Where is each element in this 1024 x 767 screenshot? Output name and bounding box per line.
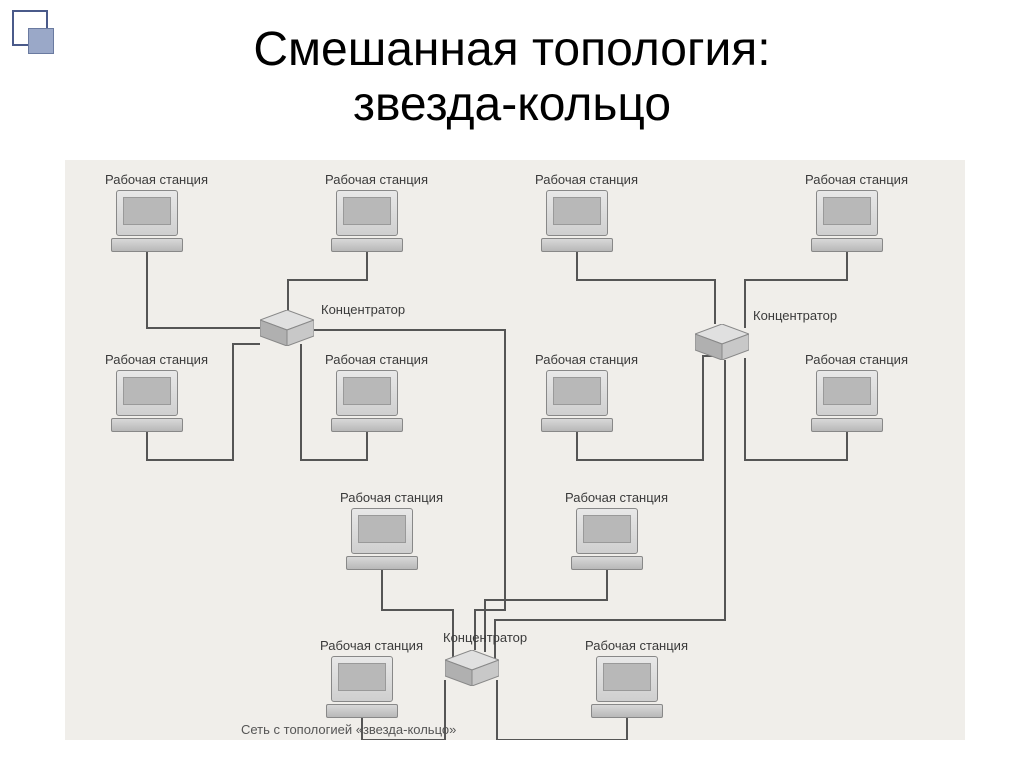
computer-icon [326, 656, 398, 718]
workstation: Рабочая станция [105, 352, 189, 432]
computer-icon [331, 370, 403, 432]
workstation: Рабочая станция [320, 638, 404, 718]
connection-line [288, 250, 367, 310]
computer-icon [811, 190, 883, 252]
hub-icon [695, 324, 749, 360]
computer-icon [541, 370, 613, 432]
computer-icon [346, 508, 418, 570]
page-title: Смешанная топология: звезда-кольцо [0, 22, 1024, 132]
workstation: Рабочая станция [340, 490, 424, 570]
title-line2: звезда-кольцо [0, 77, 1024, 132]
hub-icon [260, 310, 314, 346]
computer-icon [331, 190, 403, 252]
workstation-label: Рабочая станция [340, 490, 424, 505]
workstation-label: Рабочая станция [805, 352, 889, 367]
workstation: Рабочая станция [325, 172, 409, 252]
diagram-caption: Сеть с топологией «звезда-кольцо» [241, 722, 456, 737]
workstation: Рабочая станция [105, 172, 189, 252]
connection-line [577, 250, 715, 324]
hub-label: Концентратор [443, 630, 527, 645]
workstation-label: Рабочая станция [320, 638, 404, 653]
workstation-label: Рабочая станция [325, 352, 409, 367]
topology-diagram: Рабочая станция Рабочая станция Рабочая ст… [65, 160, 965, 740]
workstation: Рабочая станция [325, 352, 409, 432]
workstation: Рабочая станция [805, 172, 889, 252]
workstation-label: Рабочая станция [105, 172, 189, 187]
workstation-label: Рабочая станция [325, 172, 409, 187]
hub-icon [445, 650, 499, 686]
workstation: Рабочая станция [535, 172, 619, 252]
workstation-label: Рабочая станция [565, 490, 649, 505]
workstation-label: Рабочая станция [535, 172, 619, 187]
computer-icon [591, 656, 663, 718]
workstation: Рабочая станция [585, 638, 669, 718]
computer-icon [571, 508, 643, 570]
workstation: Рабочая станция [565, 490, 649, 570]
workstation: Рабочая станция [535, 352, 619, 432]
connection-line [147, 250, 260, 328]
workstation: Рабочая станция [805, 352, 889, 432]
computer-icon [111, 370, 183, 432]
hub-label: Концентратор [753, 308, 837, 323]
hub-label: Концентратор [321, 302, 405, 317]
title-line1: Смешанная топология: [253, 23, 770, 76]
computer-icon [541, 190, 613, 252]
computer-icon [811, 370, 883, 432]
workstation-label: Рабочая станция [105, 352, 189, 367]
workstation-label: Рабочая станция [585, 638, 669, 653]
workstation-label: Рабочая станция [535, 352, 619, 367]
computer-icon [111, 190, 183, 252]
workstation-label: Рабочая станция [805, 172, 889, 187]
